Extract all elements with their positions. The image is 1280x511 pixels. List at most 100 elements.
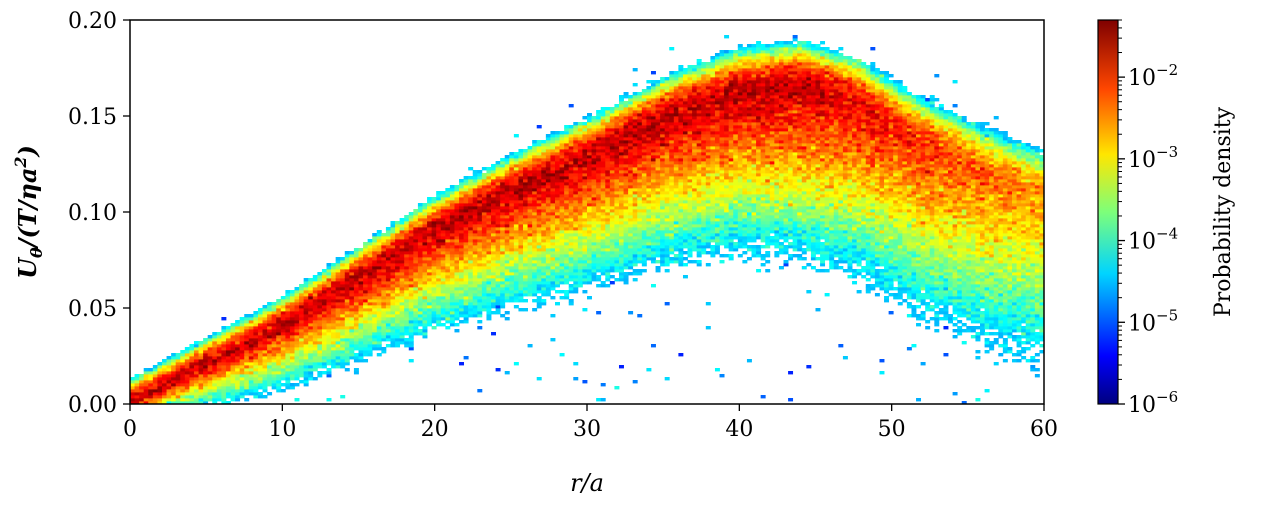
heatmap-cell	[628, 248, 634, 252]
heatmap-cell	[372, 236, 378, 240]
heatmap-cell	[212, 344, 218, 348]
heatmap-cell	[573, 212, 579, 216]
heatmap-cell	[614, 140, 620, 144]
heatmap-cell	[536, 146, 542, 150]
heatmap-cell	[454, 203, 460, 207]
heatmap-cell	[536, 203, 542, 207]
heatmap-cell	[509, 260, 515, 264]
heatmap-cell	[157, 377, 163, 381]
heatmap-cell	[500, 287, 506, 291]
heatmap-cell	[678, 233, 684, 237]
heatmap-cell	[353, 323, 359, 327]
heatmap-cell	[564, 173, 570, 177]
heatmap-cell	[335, 353, 341, 357]
heatmap-cell	[294, 290, 300, 294]
heatmap-cell	[280, 353, 286, 357]
heatmap-cell	[381, 245, 387, 249]
heatmap-cell	[481, 227, 487, 231]
heatmap-cell	[166, 362, 172, 366]
heatmap-cell	[436, 293, 442, 297]
heatmap-cell	[235, 347, 241, 351]
heatmap-cell	[436, 263, 442, 267]
heatmap-cell	[591, 206, 597, 210]
heatmap-cell	[422, 248, 428, 252]
heatmap-cell	[381, 275, 387, 279]
heatmap-cell	[495, 305, 501, 309]
heatmap-cell	[660, 89, 666, 93]
heatmap-cell	[449, 275, 455, 279]
heatmap-cell	[541, 290, 547, 294]
heatmap-cell	[486, 224, 492, 228]
heatmap-cell	[225, 365, 231, 369]
heatmap-cell	[545, 251, 551, 255]
heatmap-cell	[468, 284, 474, 288]
heatmap-cell	[523, 161, 528, 165]
heatmap-cell	[312, 359, 318, 363]
heatmap-cell	[317, 308, 323, 312]
heatmap-cell	[596, 221, 602, 225]
heatmap-cell	[363, 338, 369, 342]
heatmap-cell	[225, 401, 231, 404]
heatmap-cell	[417, 257, 423, 261]
heatmap-cell	[358, 320, 364, 324]
heatmap-cell	[321, 287, 327, 291]
heatmap-cell	[655, 197, 661, 201]
heatmap-cell	[596, 122, 602, 126]
heatmap-cell	[568, 242, 574, 246]
heatmap-cell	[523, 281, 528, 285]
heatmap-cell	[422, 290, 428, 294]
heatmap-cell	[596, 239, 602, 243]
heatmap-cell	[312, 311, 318, 315]
heatmap-cell	[317, 371, 323, 375]
heatmap-cell	[532, 233, 538, 237]
heatmap-cell	[344, 293, 350, 297]
heatmap-cell	[632, 95, 638, 99]
heatmap-cell	[431, 305, 437, 309]
heatmap-cell	[609, 257, 615, 261]
heatmap-cell	[413, 212, 419, 216]
heatmap-cell	[308, 365, 314, 369]
heatmap-cell	[623, 260, 629, 264]
heatmap-cell	[596, 215, 602, 219]
heatmap-cell	[390, 287, 396, 291]
heatmap-cell	[605, 152, 611, 156]
heatmap-cell	[463, 281, 469, 285]
heatmap-cell	[646, 179, 652, 183]
heatmap-cell	[431, 296, 437, 300]
heatmap-cell	[609, 197, 615, 201]
heatmap-cell	[212, 398, 218, 402]
heatmap-cell	[454, 242, 460, 246]
heatmap-cell	[504, 170, 510, 174]
heatmap-cell	[312, 320, 318, 324]
heatmap-cell	[564, 266, 570, 270]
heatmap-cell	[518, 200, 524, 204]
heatmap-cell	[180, 350, 186, 354]
heatmap-cell	[582, 236, 588, 240]
heatmap-cell	[404, 245, 410, 249]
heatmap-cell	[299, 338, 305, 342]
heatmap-cell	[678, 149, 684, 153]
heatmap-cell	[445, 308, 451, 312]
heatmap-cell	[582, 167, 588, 171]
heatmap-cell	[545, 203, 551, 207]
heatmap-cell	[326, 275, 332, 279]
heatmap-cell	[385, 257, 391, 261]
heatmap-cell	[294, 323, 300, 327]
heatmap-cell	[445, 218, 451, 222]
heatmap-cell	[587, 257, 592, 261]
heatmap-cell	[358, 299, 364, 303]
heatmap-cell	[536, 236, 542, 240]
heatmap-cell	[267, 383, 273, 387]
heatmap-cell	[225, 326, 231, 330]
heatmap-cell	[463, 227, 469, 231]
heatmap-cell	[541, 233, 547, 237]
heatmap-cell	[344, 254, 350, 258]
heatmap-cell	[650, 146, 656, 150]
heatmap-cell	[427, 263, 433, 267]
heatmap-cell	[541, 209, 547, 213]
heatmap-cell	[395, 344, 401, 348]
heatmap-cell	[486, 311, 492, 315]
heatmap-cell	[417, 317, 423, 321]
heatmap-cell	[321, 332, 327, 336]
